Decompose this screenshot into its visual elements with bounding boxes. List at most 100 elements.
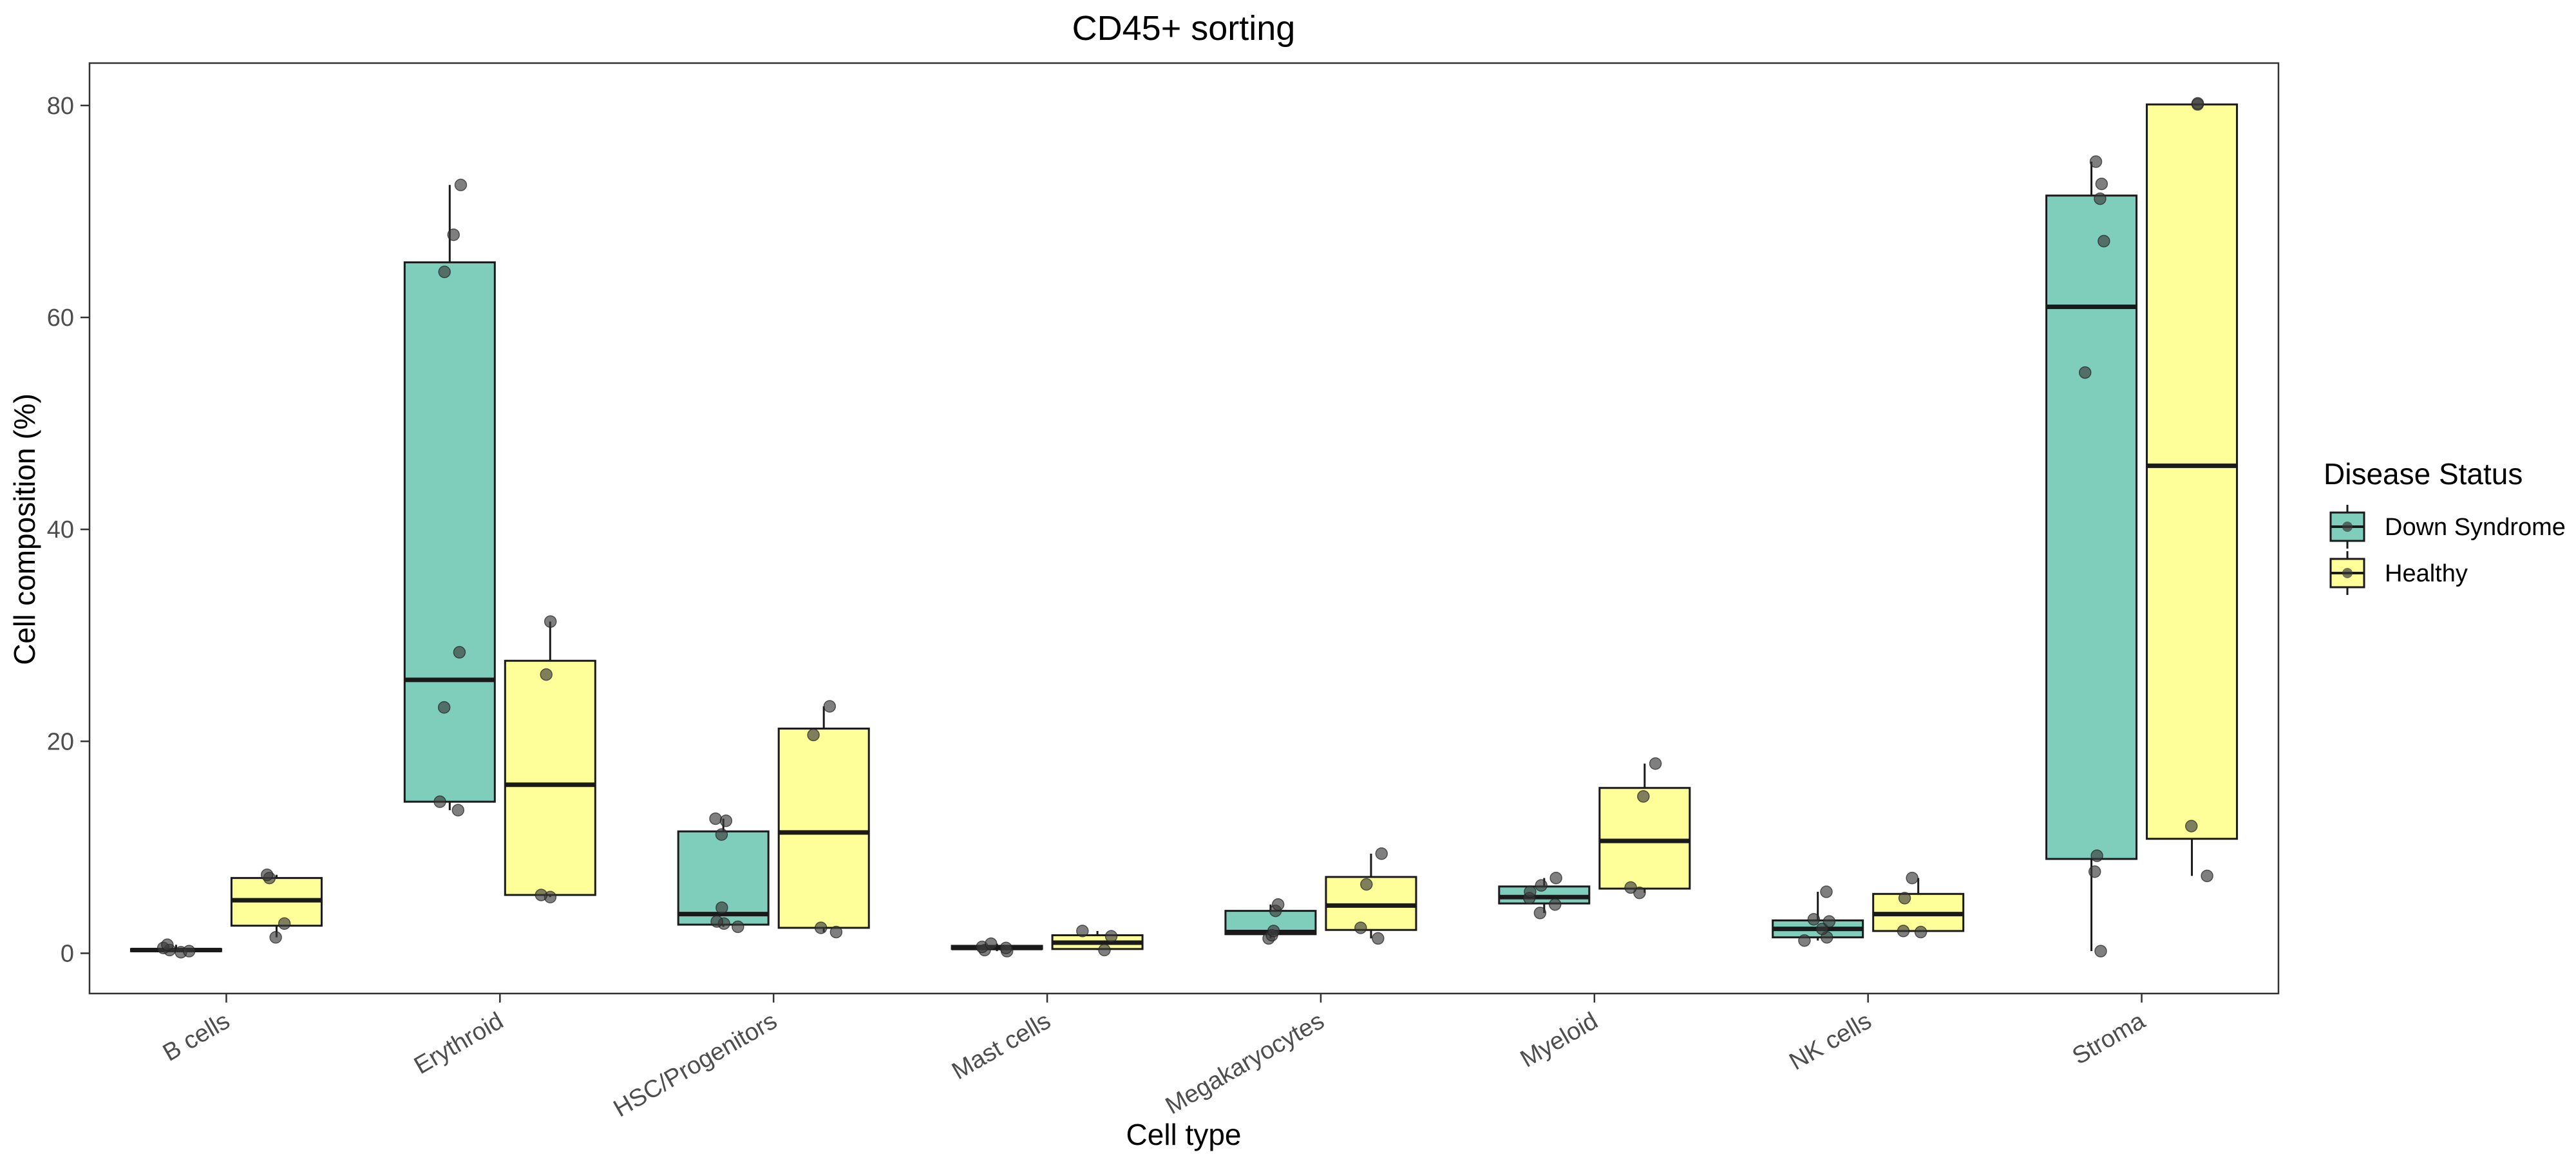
data-point [535, 889, 548, 901]
box-down-syndrome [1772, 885, 1864, 947]
box-healthy [1598, 757, 1691, 900]
data-point [161, 938, 174, 952]
box-down-syndrome [951, 937, 1043, 957]
data-point [807, 728, 820, 742]
data-point [823, 700, 837, 713]
data-point [1104, 930, 1118, 943]
data-point [1807, 913, 1821, 926]
data-point [1360, 878, 1373, 891]
box-healthy [1872, 871, 1965, 939]
data-point [269, 931, 282, 944]
data-point [1624, 881, 1637, 894]
data-point [1549, 871, 1562, 885]
legend-label: Down Syndrome [2385, 514, 2566, 541]
data-point [1823, 915, 1836, 928]
box-body [2146, 103, 2239, 840]
data-point [1375, 847, 1388, 860]
data-point [715, 828, 728, 841]
data-point [1548, 898, 1562, 911]
data-point [447, 228, 460, 241]
legend: Disease Status Down Syndrome Healthy [2324, 457, 2566, 595]
box-down-syndrome [677, 812, 770, 934]
box-healthy [777, 700, 870, 939]
data-point [540, 668, 553, 681]
data-point [2191, 97, 2204, 110]
data-point [2094, 945, 2107, 957]
box-body [403, 261, 496, 803]
data-point [1535, 879, 1548, 892]
data-point [278, 917, 291, 930]
legend-title: Disease Status [2324, 457, 2523, 491]
legend-entry-down-syndrome: Down Syndrome [2329, 505, 2566, 549]
data-point [2098, 234, 2110, 248]
box-down-syndrome [1224, 898, 1317, 945]
legend-key-point [2342, 568, 2353, 578]
legend-label: Healthy [2385, 560, 2468, 587]
data-point [1897, 925, 1910, 938]
data-point [451, 804, 465, 817]
data-point [2095, 177, 2108, 191]
data-point [437, 701, 451, 714]
data-point [814, 921, 828, 934]
plot-panel-border [88, 62, 2280, 995]
box-healthy [504, 615, 596, 903]
box-healthy [2146, 97, 2239, 883]
data-point [1906, 871, 1918, 885]
box-down-syndrome [1498, 871, 1591, 919]
data-point [1898, 892, 1911, 905]
data-point [732, 920, 744, 934]
data-point [260, 868, 274, 881]
data-point [2185, 820, 2198, 833]
y-tick-label: 40 [47, 516, 74, 543]
y-tick-label: 80 [47, 93, 74, 120]
y-tick-label: 0 [61, 940, 74, 967]
data-point [1637, 790, 1650, 803]
data-point [709, 812, 722, 825]
data-point [2090, 849, 2103, 862]
data-point [1820, 885, 1833, 898]
data-point [1649, 757, 1662, 770]
y-tick-label: 60 [47, 305, 74, 332]
data-point [1271, 898, 1285, 911]
data-point [454, 178, 468, 192]
y-axis-title: Cell composition (%) [8, 393, 41, 665]
data-point [1524, 885, 1537, 898]
data-point [1076, 925, 1089, 938]
data-point [985, 937, 998, 950]
data-point [1267, 925, 1280, 938]
box-body [2045, 194, 2138, 860]
data-point [1098, 943, 1111, 957]
data-point [2078, 366, 2092, 379]
data-point [829, 925, 843, 939]
data-point [2201, 869, 2213, 883]
box-healthy [1325, 847, 1417, 945]
data-point [1354, 921, 1367, 934]
data-point [719, 814, 733, 827]
data-point [433, 795, 446, 808]
box-body [504, 659, 596, 896]
data-point [1914, 925, 1927, 939]
box-healthy [230, 868, 323, 944]
box-body [777, 728, 870, 929]
box-down-syndrome [2045, 155, 2138, 957]
box-down-syndrome [403, 178, 496, 817]
data-point [2094, 192, 2107, 205]
chart-title: CD45+ sorting [1072, 9, 1296, 48]
data-point [544, 615, 557, 628]
data-point [999, 941, 1012, 954]
data-point [710, 915, 723, 928]
data-point [715, 901, 728, 914]
data-point [2089, 155, 2103, 168]
y-tick-label: 20 [47, 728, 74, 755]
box-healthy [1051, 925, 1144, 957]
data-point [453, 646, 466, 659]
data-point [2088, 865, 2101, 878]
data-point [1372, 932, 1385, 945]
data-point [438, 265, 451, 278]
box-down-syndrome [129, 938, 222, 959]
data-point [1798, 934, 1811, 947]
x-axis-title: Cell type [1126, 1118, 1242, 1151]
legend-entry-healthy: Healthy [2329, 551, 2468, 595]
data-point [182, 945, 196, 957]
